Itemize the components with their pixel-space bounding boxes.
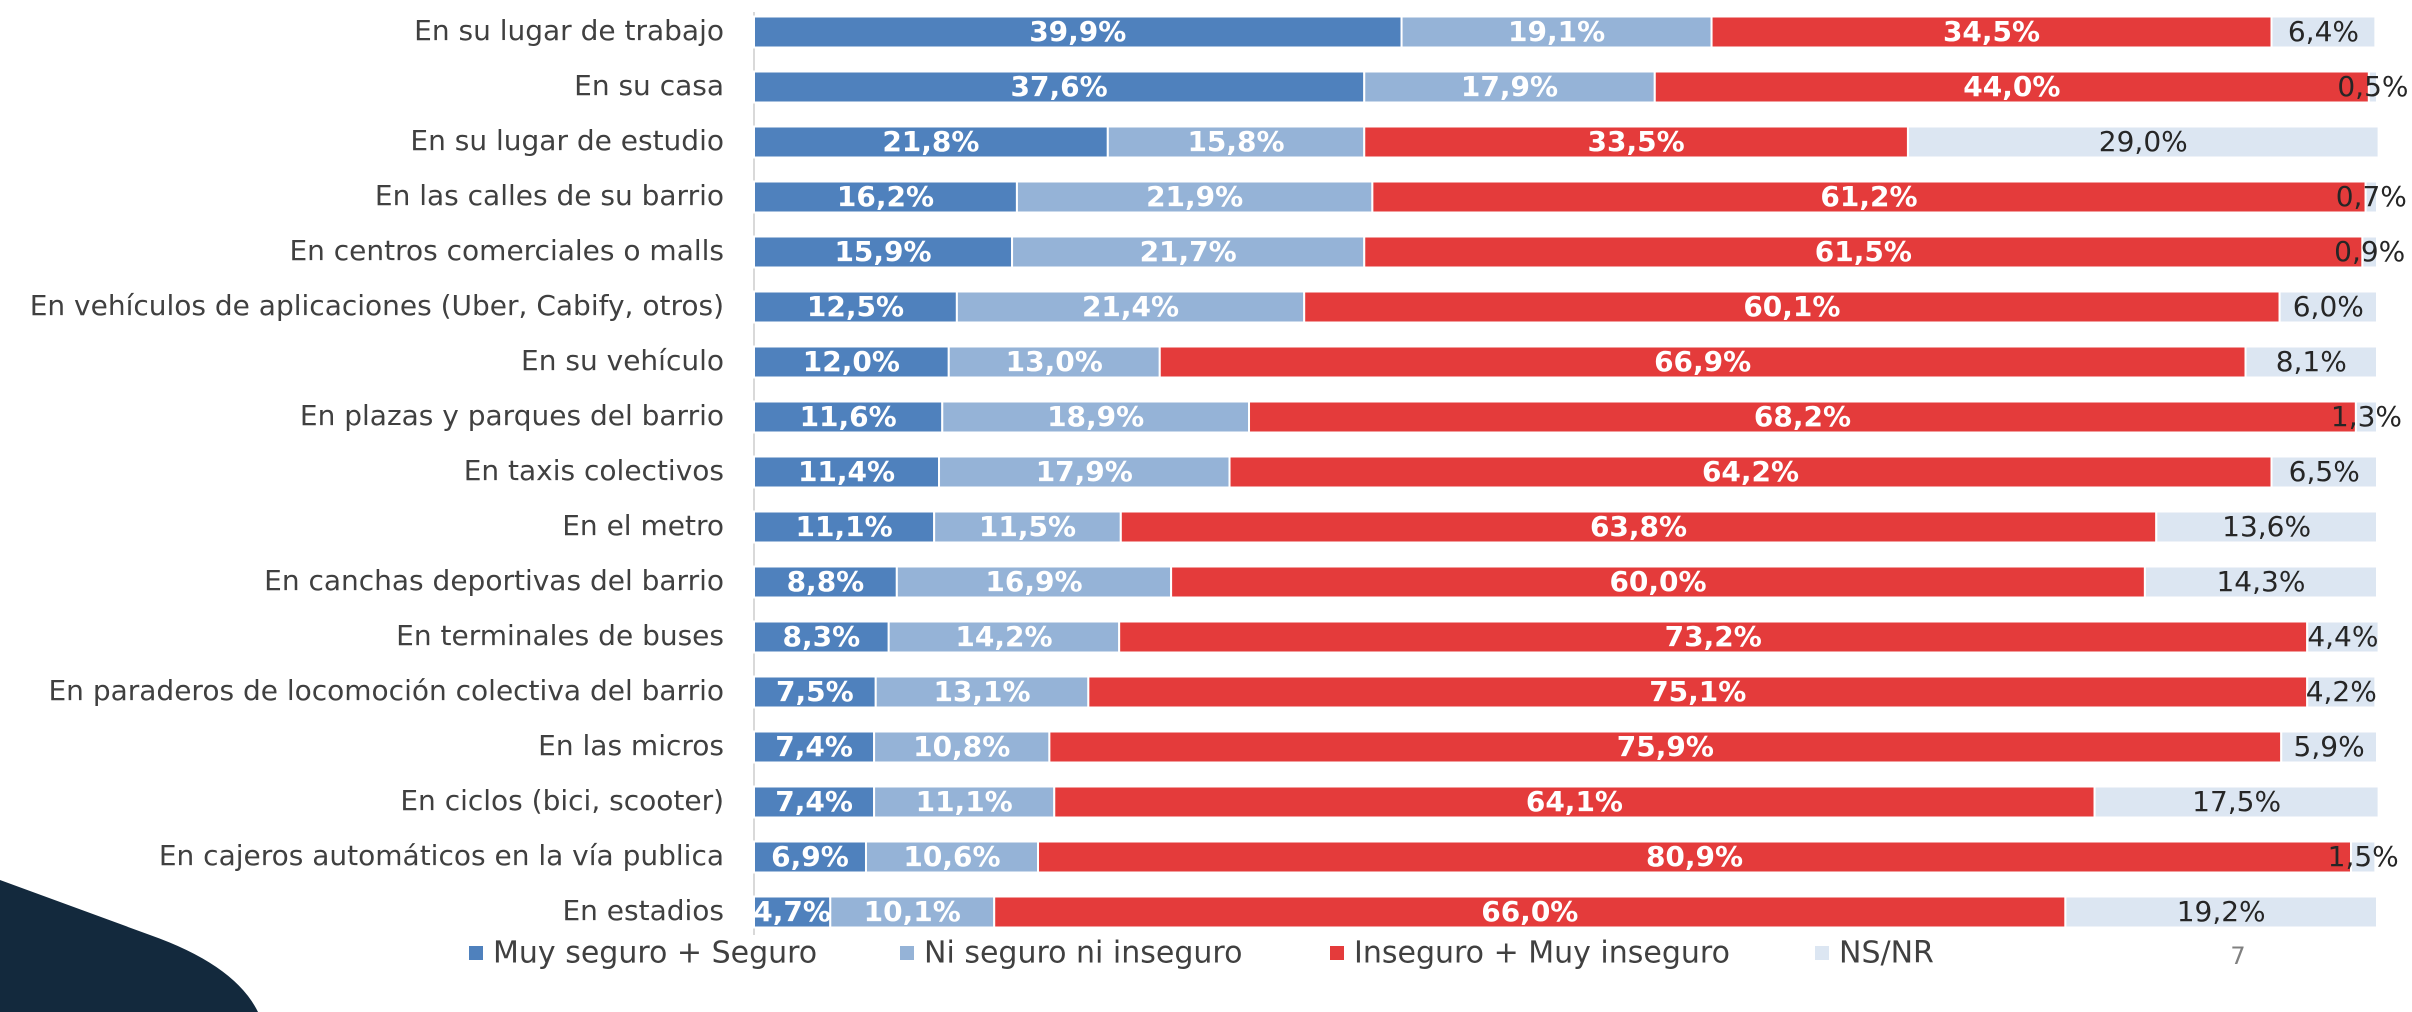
category-label: En centros comerciales o malls — [289, 234, 724, 267]
value-label: 8,1% — [2276, 345, 2347, 378]
value-label: 34,5% — [1943, 15, 2040, 48]
value-label: 61,5% — [1815, 235, 1912, 268]
value-label: 4,4% — [2307, 620, 2378, 653]
value-label: 7,4% — [775, 730, 853, 763]
value-label: 21,9% — [1146, 180, 1243, 213]
category-label: En cajeros automáticos en la vía publica — [159, 839, 724, 872]
category-label: En su lugar de estudio — [410, 124, 724, 157]
value-label: 39,9% — [1029, 15, 1126, 48]
value-label: 0,9% — [2334, 235, 2405, 268]
category-label: En estadios — [562, 894, 724, 927]
value-label: 14,2% — [955, 620, 1052, 653]
value-label: 7,5% — [776, 675, 854, 708]
category-label: En ciclos (bici, scooter) — [400, 784, 724, 817]
value-label: 10,6% — [903, 840, 1000, 873]
value-label: 0,5% — [2337, 70, 2408, 103]
category-label: En su lugar de trabajo — [414, 14, 724, 47]
value-label: 73,2% — [1665, 620, 1762, 653]
value-label: 8,3% — [783, 620, 861, 653]
value-label: 14,3% — [2216, 565, 2305, 598]
value-label: 19,2% — [2177, 895, 2266, 928]
value-label: 0,7% — [2336, 180, 2407, 213]
chart: 7 En su lugar de trabajo 39,9% 19,1% 34,5% 6… — [0, 0, 2412, 1012]
value-label: 75,1% — [1649, 675, 1746, 708]
value-label: 60,1% — [1743, 290, 1840, 323]
category-label: En las calles de su barrio — [375, 179, 724, 212]
value-label: 19,1% — [1508, 15, 1605, 48]
value-label: 21,8% — [882, 125, 979, 158]
value-label: 4,2% — [2306, 675, 2377, 708]
category-label: En terminales de buses — [396, 619, 724, 652]
value-label: 11,5% — [979, 510, 1076, 543]
decoration — [0, 880, 258, 1012]
value-label: 4,7% — [753, 895, 831, 928]
value-label: 13,6% — [2222, 510, 2311, 543]
value-label: 80,9% — [1646, 840, 1743, 873]
value-label: 17,5% — [2192, 785, 2281, 818]
legend-label: Muy seguro + Seguro — [493, 936, 817, 971]
value-label: 21,4% — [1082, 290, 1179, 323]
value-label: 11,1% — [916, 785, 1013, 818]
value-label: 29,0% — [2099, 125, 2188, 158]
value-label: 11,6% — [800, 400, 897, 433]
value-label: 37,6% — [1011, 70, 1108, 103]
value-label: 12,5% — [807, 290, 904, 323]
category-label: En plazas y parques del barrio — [300, 399, 724, 432]
value-label: 6,5% — [2289, 455, 2360, 488]
legend-swatch — [1330, 946, 1344, 960]
legend-label: Ni seguro ni inseguro — [924, 936, 1242, 971]
value-label: 68,2% — [1754, 400, 1851, 433]
value-label: 6,0% — [2293, 290, 2364, 323]
value-label: 5,9% — [2294, 730, 2365, 763]
value-label: 44,0% — [1963, 70, 2060, 103]
value-label: 15,8% — [1187, 125, 1284, 158]
value-label: 11,4% — [798, 455, 895, 488]
page: 7 En su lugar de trabajo 39,9% 19,1% 34,5% 6… — [0, 0, 2412, 1012]
category-label: En el metro — [562, 509, 724, 542]
value-label: 17,9% — [1461, 70, 1558, 103]
page-number: 7 — [2230, 942, 2245, 970]
category-label: En paraderos de locomoción colectiva del… — [48, 674, 724, 707]
value-label: 8,8% — [787, 565, 865, 598]
value-label: 12,0% — [803, 345, 900, 378]
value-label: 1,5% — [2328, 840, 2399, 873]
value-label: 7,4% — [775, 785, 853, 818]
value-label: 66,9% — [1654, 345, 1751, 378]
value-label: 66,0% — [1481, 895, 1578, 928]
value-label: 61,2% — [1820, 180, 1917, 213]
value-label: 16,2% — [837, 180, 934, 213]
category-label: En su vehículo — [521, 344, 724, 377]
value-label: 33,5% — [1588, 125, 1685, 158]
value-label: 10,8% — [913, 730, 1010, 763]
value-label: 10,1% — [864, 895, 961, 928]
value-label: 64,2% — [1702, 455, 1799, 488]
value-label: 16,9% — [985, 565, 1082, 598]
category-label: En canchas deportivas del barrio — [264, 564, 724, 597]
category-label: En taxis colectivos — [464, 454, 724, 487]
value-label: 6,9% — [771, 840, 849, 873]
value-label: 63,8% — [1590, 510, 1687, 543]
value-label: 17,9% — [1036, 455, 1133, 488]
value-label: 21,7% — [1140, 235, 1237, 268]
value-label: 13,1% — [933, 675, 1030, 708]
value-label: 11,1% — [796, 510, 893, 543]
category-label: En las micros — [538, 729, 724, 762]
value-label: 1,3% — [2331, 400, 2402, 433]
legend-swatch — [469, 946, 483, 960]
category-label: En vehículos de aplicaciones (Uber, Cabi… — [30, 289, 724, 322]
value-label: 60,0% — [1609, 565, 1706, 598]
legend-swatch — [1815, 946, 1829, 960]
value-label: 75,9% — [1617, 730, 1714, 763]
category-label: En su casa — [574, 69, 724, 102]
value-label: 18,9% — [1047, 400, 1144, 433]
value-label: 6,4% — [2288, 15, 2359, 48]
value-label: 15,9% — [834, 235, 931, 268]
value-label: 13,0% — [1006, 345, 1103, 378]
legend-label: NS/NR — [1839, 936, 1934, 971]
value-label: 64,1% — [1526, 785, 1623, 818]
legend-label: Inseguro + Muy inseguro — [1354, 936, 1730, 971]
legend-swatch — [900, 946, 914, 960]
